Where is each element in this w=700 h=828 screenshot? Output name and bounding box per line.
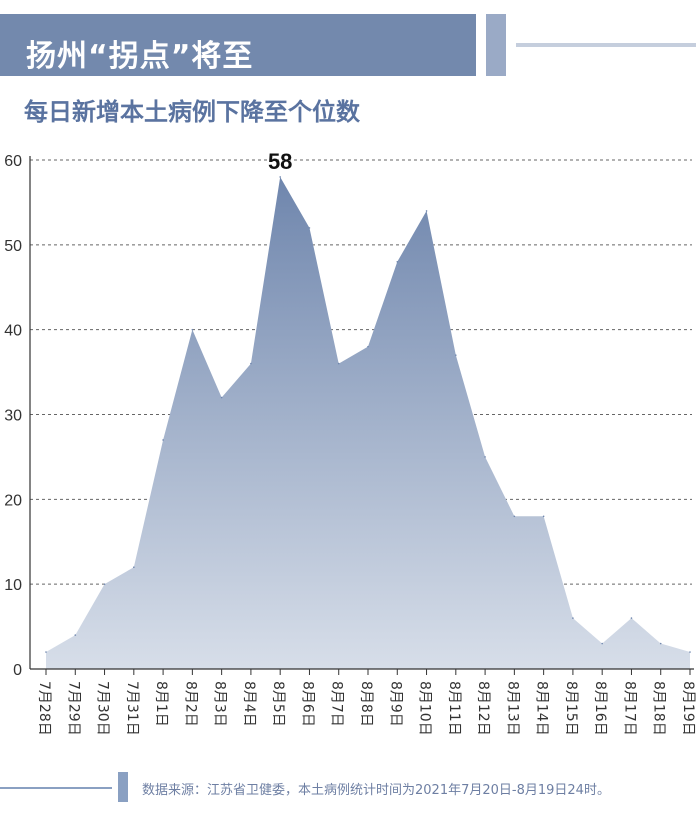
- data-point-8月7日: [337, 362, 340, 365]
- x-tick-label-8月9日: 8月9日: [387, 681, 403, 727]
- x-tick-label-8月18日: 8月18日: [651, 681, 667, 736]
- data-point-8月17日: [630, 617, 633, 619]
- axes: [29, 156, 694, 675]
- peak-label: 58: [268, 149, 292, 174]
- y-tick-label-0: 0: [13, 662, 22, 679]
- y-tick-label-10: 10: [4, 577, 22, 594]
- x-tick-label-8月12日: 8月12日: [475, 681, 491, 736]
- x-tick-label-8月10日: 8月10日: [417, 681, 433, 736]
- data-point-7月30日: [103, 583, 106, 585]
- data-point-8月12日: [484, 456, 486, 458]
- data-point-8月15日: [572, 617, 574, 619]
- y-tick-label-30: 30: [4, 408, 22, 425]
- data-point-8月9日: [396, 261, 399, 263]
- area-chart: 0 10 20 30 40 50 60 7月28日 7月29日 7月30日 7月31日 8月1日 8月…: [4, 149, 696, 736]
- x-tick-label-8月13日: 8月13日: [504, 681, 520, 736]
- footer-rule: [0, 787, 112, 789]
- x-tick-label-7月31日: 7月31日: [124, 681, 140, 736]
- x-tick-label-7月28日: 7月28日: [36, 681, 52, 736]
- x-tick-label-8月5日: 8月5日: [270, 681, 286, 727]
- data-point-8月14日: [542, 515, 545, 518]
- data-point-8月18日: [659, 642, 662, 645]
- footer-accent: [118, 772, 128, 802]
- x-tick-label-8月8日: 8月8日: [358, 681, 374, 727]
- x-tick-label-8月7日: 8月7日: [329, 681, 345, 727]
- y-tick-label-20: 20: [4, 492, 22, 509]
- data-point-8月3日: [220, 396, 223, 399]
- x-tick-label-8月17日: 8月17日: [621, 681, 637, 736]
- data-source-note: 数据来源：江苏省卫健委，本土病例统计时间为2021年7月20日-8月19日24时…: [142, 783, 610, 798]
- x-tick-label-8月1日: 8月1日: [153, 681, 169, 727]
- title-banner: 扬州“拐点”将至: [0, 14, 476, 76]
- x-tick-label-8月16日: 8月16日: [592, 681, 608, 736]
- y-tick-labels: 0 10 20 30 40 50 60: [4, 153, 22, 679]
- x-tick-label-8月3日: 8月3日: [212, 681, 228, 727]
- x-tick-label-8月15日: 8月15日: [563, 681, 579, 736]
- data-point-8月19日: [689, 651, 691, 653]
- x-tick-labels: 7月28日 7月29日 7月30日 7月31日 8月1日 8月2日 8月3日 8月4日 8月5日…: [36, 681, 696, 736]
- data-point-8月13日: [513, 515, 516, 518]
- data-point-8月10日: [425, 210, 428, 212]
- y-tick-label-50: 50: [4, 238, 22, 255]
- banner-rule: [516, 43, 696, 47]
- data-point-7月28日: [45, 651, 47, 653]
- y-tick-label-60: 60: [4, 153, 22, 170]
- x-tick-label-8月2日: 8月2日: [182, 681, 198, 727]
- data-point-8月4日: [250, 362, 252, 365]
- area-series: [45, 176, 691, 669]
- x-tick-label-8月6日: 8月6日: [299, 681, 315, 727]
- y-tick-label-40: 40: [4, 323, 22, 340]
- chart-subtitle: 每日新增本土病例下降至个位数: [24, 98, 360, 126]
- x-tick-label-8月14日: 8月14日: [534, 681, 550, 736]
- data-point-8月8日: [367, 345, 369, 348]
- x-tick-label-7月30日: 7月30日: [95, 681, 111, 736]
- data-point-8月5日: [279, 176, 281, 178]
- banner-stripe: [486, 14, 506, 76]
- data-point-7月31日: [133, 566, 135, 568]
- data-point-8月16日: [601, 642, 603, 645]
- data-point-7月29日: [74, 634, 77, 636]
- x-tick-label-7月29日: 7月29日: [65, 681, 81, 736]
- page-title: 扬州“拐点”将至: [26, 39, 254, 74]
- x-tick-label-8月11日: 8月11日: [446, 681, 462, 736]
- data-point-8月1日: [162, 439, 164, 441]
- annotations: 58: [268, 149, 292, 174]
- data-point-8月2日: [191, 328, 194, 331]
- data-point-8月6日: [308, 227, 311, 229]
- x-tick-label-8月19日: 8月19日: [680, 681, 696, 736]
- data-point-8月11日: [455, 354, 457, 356]
- x-tick-label-8月4日: 8月4日: [241, 681, 257, 727]
- area-fill: [46, 176, 690, 669]
